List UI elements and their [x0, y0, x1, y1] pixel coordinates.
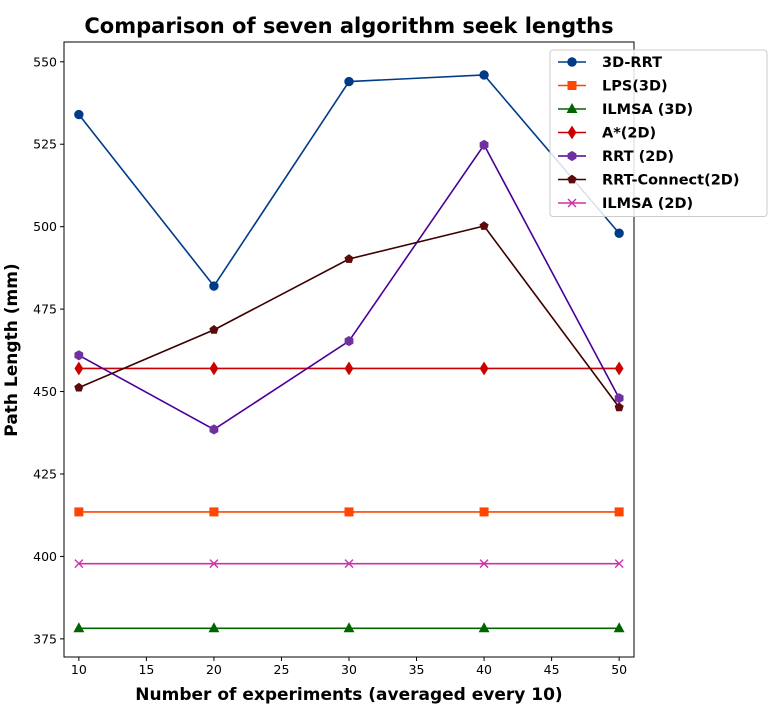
series-group [73, 70, 625, 633]
legend-entry: RRT-Connect(2D) [558, 173, 739, 189]
legend-label: A*(2D) [602, 126, 656, 142]
legend-entry: ILMSA (3D) [558, 102, 693, 118]
data-point [479, 507, 489, 517]
legend-marker [567, 174, 577, 184]
chart-title: Comparison of seven algorithm seek lengt… [84, 14, 613, 38]
y-tick-label: 375 [33, 631, 57, 646]
data-point [614, 559, 624, 569]
legend-label: LPS(3D) [602, 79, 668, 95]
x-tick-label: 35 [409, 662, 425, 677]
series-rrt-connect-2d [74, 221, 624, 412]
x-tick-label: 40 [476, 662, 492, 677]
data-point [614, 393, 624, 404]
legend-entry: RRT (2D) [558, 149, 674, 165]
data-point [344, 336, 354, 347]
series-ilmsa-2d [74, 559, 624, 569]
data-point [344, 361, 354, 376]
series-3d-rrt [74, 70, 624, 291]
data-point [74, 109, 84, 120]
series-line [78, 225, 620, 408]
legend-label: RRT (2D) [602, 149, 674, 165]
legend-label: ILMSA (2D) [602, 196, 693, 212]
x-marker-stroke [209, 559, 219, 569]
legend-marker [567, 81, 577, 90]
data-point [344, 254, 354, 263]
x-marker-stroke [479, 559, 489, 569]
y-axis-label: Path Length (mm) [2, 263, 22, 436]
data-point [74, 361, 84, 376]
legend-label: RRT-Connect(2D) [602, 173, 739, 189]
x-tick-label: 20 [206, 662, 222, 677]
legend-marker [567, 150, 577, 162]
data-point [209, 361, 219, 376]
legend: 3D-RRT LPS(3D) ILMSA (3D) A*(2D) RRT (2D) RRT… [549, 49, 768, 217]
data-point [343, 622, 355, 633]
y-tick-label: 500 [33, 219, 57, 234]
data-point [614, 507, 624, 517]
legend-marker [567, 125, 577, 140]
plot-frame [63, 41, 635, 658]
data-point [479, 361, 489, 376]
y-tick-label: 550 [33, 54, 57, 69]
y-tick-label: 425 [33, 466, 57, 481]
data-point [74, 507, 84, 517]
x-tick-label: 50 [611, 662, 627, 677]
x-tick-label: 30 [341, 662, 357, 677]
legend-label: ILMSA (3D) [602, 102, 693, 118]
x-tick-label: 25 [274, 662, 290, 677]
legend-entry: LPS(3D) [558, 79, 668, 95]
data-point [74, 559, 84, 569]
legend-label: 3D-RRT [602, 55, 662, 71]
data-point [479, 70, 489, 80]
legend-entry: 3D-RRT [558, 55, 662, 71]
series-rrt-2d [74, 139, 624, 435]
data-point [479, 221, 489, 230]
x-marker-stroke [567, 198, 577, 208]
data-point [478, 622, 490, 633]
legend-marker [566, 102, 578, 113]
legend-marker [567, 198, 577, 208]
data-point [344, 559, 354, 569]
data-point [209, 507, 219, 517]
data-point [614, 402, 624, 412]
data-point [209, 281, 219, 291]
legend-entry: ILMSA (2D) [558, 196, 693, 212]
x-marker-stroke [344, 559, 354, 569]
y-tick-label: 525 [33, 137, 57, 152]
series-a-2d [74, 361, 624, 376]
data-point [73, 622, 85, 633]
legend-box [549, 49, 768, 217]
data-point [614, 228, 624, 238]
data-point [614, 361, 624, 376]
y-tick-label: 475 [33, 302, 57, 317]
legend-entry: A*(2D) [558, 126, 656, 142]
series-lps-3d [74, 507, 624, 517]
x-tick-label: 45 [544, 662, 560, 677]
data-point [344, 507, 354, 517]
x-marker-stroke [614, 559, 624, 569]
data-point [74, 382, 84, 392]
y-tick-label: 400 [33, 549, 57, 564]
x-axis-label: Number of experiments (averaged every 10… [135, 685, 562, 705]
data-point [74, 350, 84, 361]
x-tick-label: 10 [71, 662, 87, 677]
x-marker-stroke [74, 559, 84, 569]
legend-marker [567, 57, 577, 67]
data-point [209, 559, 219, 569]
series-line [78, 143, 620, 431]
data-point [208, 622, 220, 633]
data-point [344, 76, 354, 87]
data-point [479, 559, 489, 569]
data-point [209, 424, 219, 435]
axes: 10 15 20 25 30 35 40 45 50 375 400 425 450 475 500 525 5… [33, 41, 635, 677]
y-tick-label: 450 [33, 384, 57, 399]
data-point [479, 139, 489, 150]
x-tick-label: 15 [138, 662, 154, 677]
series-ilmsa-3d [73, 622, 625, 633]
data-point [613, 622, 625, 633]
data-point [209, 325, 219, 334]
